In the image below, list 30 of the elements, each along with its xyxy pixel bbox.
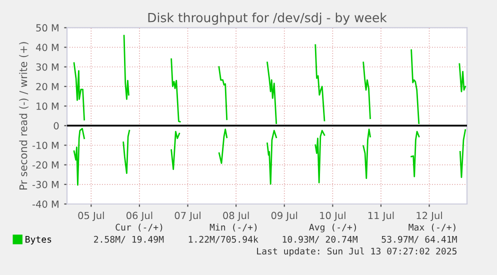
- text: 10.93M/ 20.74M: [282, 236, 358, 244]
- y-tick-label: 20 M: [36, 82, 58, 90]
- x-tick-label: 09 Jul: [271, 212, 298, 221]
- y-tick-label: -30 M: [32, 180, 58, 188]
- x-tick-label: 05 Jul: [78, 212, 104, 221]
- x-tick-label: 08 Jul: [223, 212, 249, 221]
- legend-label: Bytes: [26, 236, 52, 244]
- x-tick-label: 10 Jul: [320, 212, 346, 221]
- y-tick-label: 10 M: [36, 102, 58, 110]
- text: Last update: Sun Jul 13 07:27:02 2025: [257, 248, 457, 256]
- text: 1.22M/705.94k: [188, 236, 258, 244]
- y-tick-label: -40 M: [32, 200, 58, 208]
- text: 53.97M/ 64.41M: [382, 236, 457, 244]
- y-tick-label: 30 M: [36, 63, 58, 71]
- y-axis-title: Pr second read (-) / write (+): [19, 42, 28, 190]
- y-tick-label: 50 M: [36, 24, 58, 32]
- x-tick-label: 11 Jul: [368, 212, 394, 221]
- y-tick-label: 0: [54, 122, 59, 130]
- text: 2.58M/ 19.49M: [94, 236, 164, 244]
- text: Avg (-/+): [309, 224, 356, 232]
- y-tick-label: -10 M: [32, 142, 58, 150]
- text: Min (-/+): [210, 224, 257, 232]
- text: Max (-/+): [408, 224, 456, 232]
- y-tick-label: 40 M: [36, 44, 58, 52]
- x-tick-label: 06 Jul: [126, 212, 152, 221]
- y-tick-label: -20 M: [32, 161, 58, 169]
- text: Cur (-/+): [116, 224, 162, 232]
- chart-title: Disk throughput for /dev/sdj - by week: [148, 12, 387, 25]
- x-tick-label: 12 Jul: [416, 212, 442, 221]
- x-tick-label: 07 Jul: [174, 212, 200, 221]
